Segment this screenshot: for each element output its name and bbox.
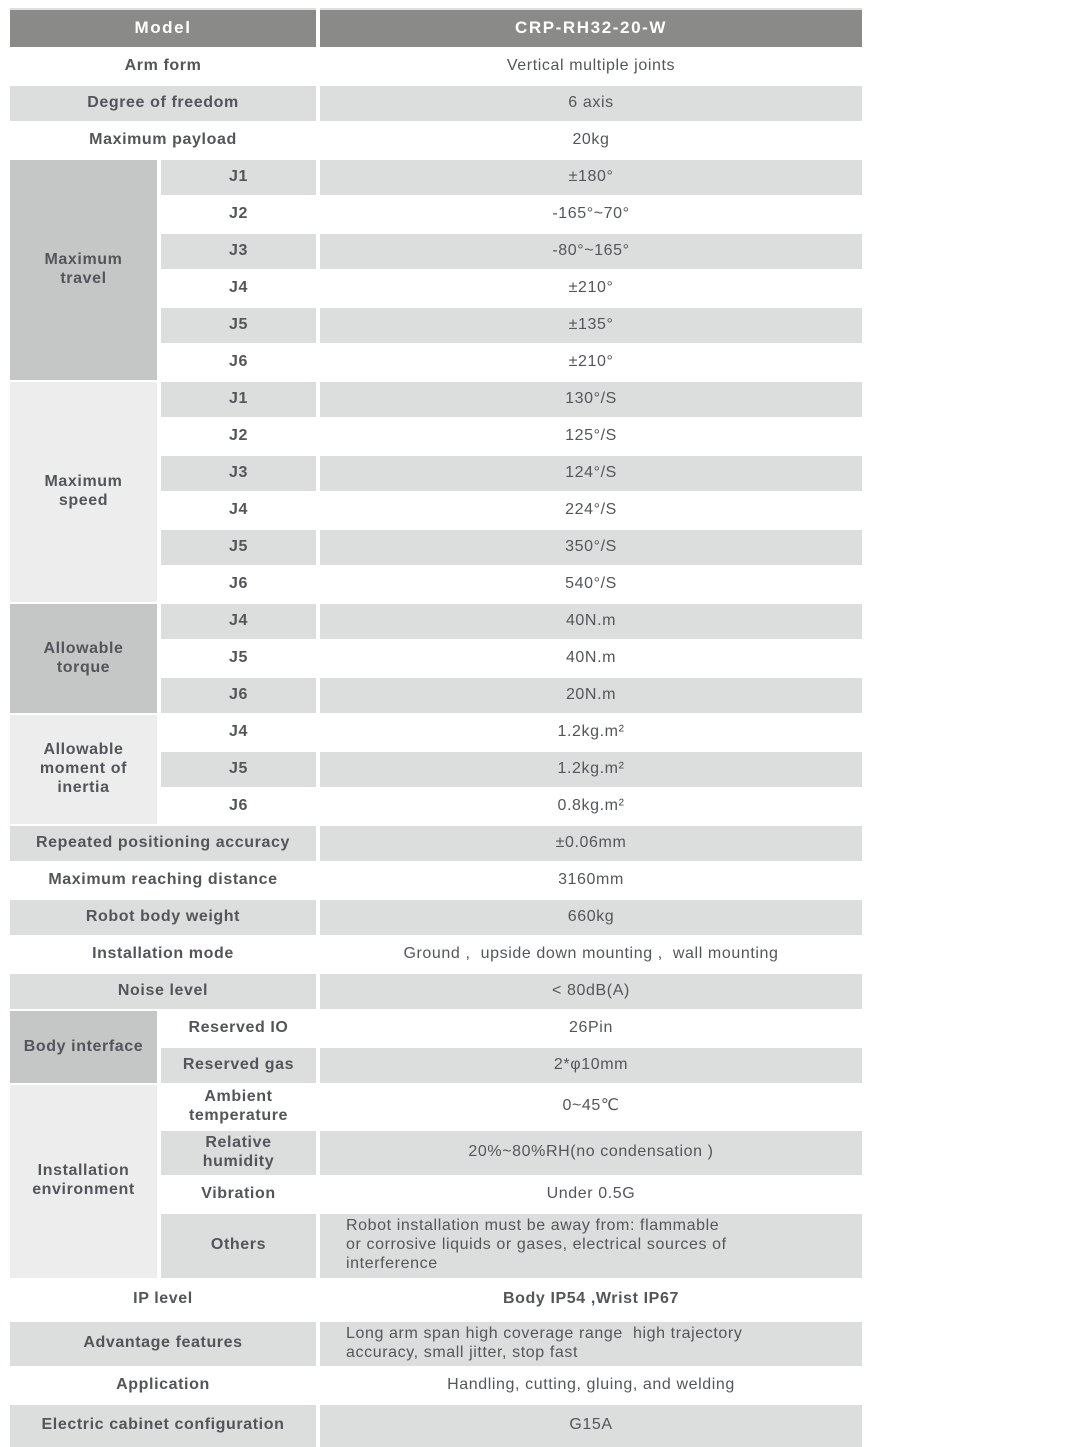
row-label-ip-level: IP level	[10, 1279, 316, 1320]
row-value-repeated-positioning-accuracy: ±0.06mm	[320, 826, 862, 861]
group-label-installation-environment: Installation environment	[10, 1085, 157, 1278]
joint-label-inertia-j5: J5	[161, 752, 316, 787]
item-label-ambient-temperature: Ambient temperature	[161, 1085, 316, 1129]
joint-label-travel-j2: J2	[161, 197, 316, 232]
item-value-reserved-io: 26Pin	[320, 1011, 862, 1046]
joint-value-speed-j5: 350°/S	[320, 530, 862, 565]
row-value-electric-cabinet-configuration: G15A	[320, 1404, 862, 1447]
row-label-degree-of-freedom: Degree of freedom	[10, 86, 316, 121]
joint-label-torque-j5: J5	[161, 641, 316, 676]
joint-value-speed-j3: 124°/S	[320, 456, 862, 491]
item-value-relative-humidity: 20%~80%RH(no condensation )	[320, 1130, 862, 1175]
row-label-arm-form: Arm form	[10, 49, 316, 84]
joint-value-inertia-j4: 1.2kg.m²	[320, 715, 862, 750]
joint-label-torque-j6: J6	[161, 678, 316, 713]
header-model-value: CRP-RH32-20-W	[320, 8, 862, 47]
robot-spec-table: Model CRP-RH32-20-W Arm form Vertical mu…	[10, 8, 862, 1447]
joint-value-inertia-j6: 0.8kg.m²	[320, 789, 862, 824]
joint-label-travel-j5: J5	[161, 308, 316, 343]
group-label-body-interface: Body interface	[10, 1011, 157, 1083]
row-value-robot-body-weight: 660kg	[320, 900, 862, 935]
item-label-reserved-io: Reserved IO	[161, 1011, 316, 1046]
item-label-reserved-gas: Reserved gas	[161, 1048, 316, 1083]
row-value-arm-form: Vertical multiple joints	[320, 49, 862, 84]
joint-value-speed-j6: 540°/S	[320, 567, 862, 602]
row-value-maximum-payload: 20kg	[320, 123, 862, 158]
joint-label-speed-j4: J4	[161, 493, 316, 528]
joint-label-speed-j6: J6	[161, 567, 316, 602]
joint-label-travel-j6: J6	[161, 345, 316, 380]
item-value-reserved-gas: 2*φ10mm	[320, 1048, 862, 1083]
group-label-maximum-travel: Maximum travel	[10, 160, 157, 380]
joint-value-torque-j4: 40N.m	[320, 604, 862, 639]
joint-label-travel-j4: J4	[161, 271, 316, 306]
joint-label-inertia-j4: J4	[161, 715, 316, 750]
joint-label-speed-j5: J5	[161, 530, 316, 565]
joint-value-torque-j6: 20N.m	[320, 678, 862, 713]
row-value-maximum-reaching-distance: 3160mm	[320, 863, 862, 898]
row-label-maximum-payload: Maximum payload	[10, 123, 316, 158]
joint-value-travel-j5: ±135°	[320, 308, 862, 343]
joint-value-travel-j6: ±210°	[320, 345, 862, 380]
row-value-advantage-features: Long arm span high coverage range high t…	[320, 1321, 862, 1366]
item-label-vibration: Vibration	[161, 1176, 316, 1212]
group-label-allowable-torque: Allowable torque	[10, 604, 157, 713]
item-value-ambient-temperature: 0~45℃	[320, 1085, 862, 1129]
joint-value-inertia-j5: 1.2kg.m²	[320, 752, 862, 787]
row-value-degree-of-freedom: 6 axis	[320, 86, 862, 121]
row-value-noise-level: < 80dB(A)	[320, 974, 862, 1009]
joint-label-speed-j3: J3	[161, 456, 316, 491]
joint-label-inertia-j6: J6	[161, 789, 316, 824]
row-value-ip-level: Body IP54 ,Wrist IP67	[320, 1279, 862, 1320]
row-value-installation-mode: Ground , upside down mounting , wall mou…	[320, 937, 862, 972]
row-label-advantage-features: Advantage features	[10, 1321, 316, 1366]
item-value-others: Robot installation must be away from: fl…	[320, 1213, 862, 1278]
joint-value-speed-j1: 130°/S	[320, 382, 862, 417]
joint-value-travel-j1: ±180°	[320, 160, 862, 195]
row-label-repeated-positioning-accuracy: Repeated positioning accuracy	[10, 826, 316, 861]
group-label-allowable-moment-of-inertia: Allowable moment of inertia	[10, 715, 157, 824]
row-label-maximum-reaching-distance: Maximum reaching distance	[10, 863, 316, 898]
row-label-application: Application	[10, 1367, 316, 1403]
joint-value-travel-j3: -80°~165°	[320, 234, 862, 269]
joint-label-torque-j4: J4	[161, 604, 316, 639]
row-label-installation-mode: Installation mode	[10, 937, 316, 972]
joint-value-travel-j2: -165°~70°	[320, 197, 862, 232]
header-model-label: Model	[10, 8, 316, 47]
row-value-application: Handling, cutting, gluing, and welding	[320, 1367, 862, 1403]
joint-value-speed-j2: 125°/S	[320, 419, 862, 454]
joint-value-torque-j5: 40N.m	[320, 641, 862, 676]
joint-label-travel-j1: J1	[161, 160, 316, 195]
joint-label-speed-j2: J2	[161, 419, 316, 454]
joint-value-speed-j4: 224°/S	[320, 493, 862, 528]
item-value-vibration: Under 0.5G	[320, 1176, 862, 1212]
row-label-noise-level: Noise level	[10, 974, 316, 1009]
row-label-robot-body-weight: Robot body weight	[10, 900, 316, 935]
joint-label-travel-j3: J3	[161, 234, 316, 269]
item-label-others: Others	[161, 1213, 316, 1278]
item-label-relative-humidity: Relative humidity	[161, 1130, 316, 1175]
joint-label-speed-j1: J1	[161, 382, 316, 417]
joint-value-travel-j4: ±210°	[320, 271, 862, 306]
row-label-electric-cabinet-configuration: Electric cabinet configuration	[10, 1404, 316, 1447]
group-label-maximum-speed: Maximum speed	[10, 382, 157, 602]
